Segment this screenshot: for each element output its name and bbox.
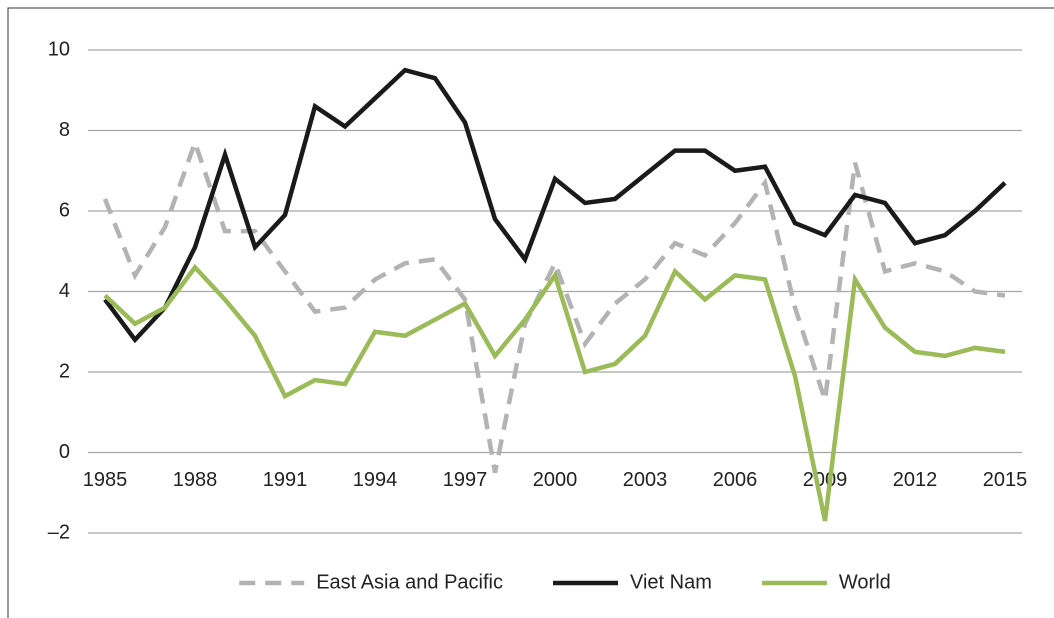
legend-label: East Asia and Pacific (316, 571, 503, 593)
legend-label: World (839, 571, 891, 593)
x-tick-label: 1997 (443, 469, 488, 491)
x-tick-label: 1985 (83, 469, 128, 491)
x-tick-label: 2015 (983, 469, 1028, 491)
y-tick-label: 10 (48, 38, 70, 60)
x-tick-label: 2006 (713, 469, 758, 491)
y-tick-label: 0 (59, 441, 70, 463)
x-tick-label: 2012 (893, 469, 938, 491)
y-tick-label: 8 (59, 119, 70, 141)
y-tick-label: 4 (59, 280, 70, 302)
x-tick-label: 1994 (353, 469, 398, 491)
legend-label: Viet Nam (630, 571, 712, 593)
x-tick-label: 2000 (533, 469, 578, 491)
y-tick-label: 6 (59, 199, 70, 221)
series-line (103, 263, 1006, 522)
x-tick-label: 1988 (173, 469, 218, 491)
series-line (103, 67, 1007, 344)
x-tick-label: 2003 (623, 469, 668, 491)
series-line (102, 135, 1006, 474)
x-tick-label: 2009 (803, 469, 848, 491)
y-tick-label: 2 (59, 360, 70, 382)
x-tick-label: 1991 (263, 469, 308, 491)
frame (7, 7, 1054, 618)
y-tick-label: –2 (48, 521, 70, 543)
